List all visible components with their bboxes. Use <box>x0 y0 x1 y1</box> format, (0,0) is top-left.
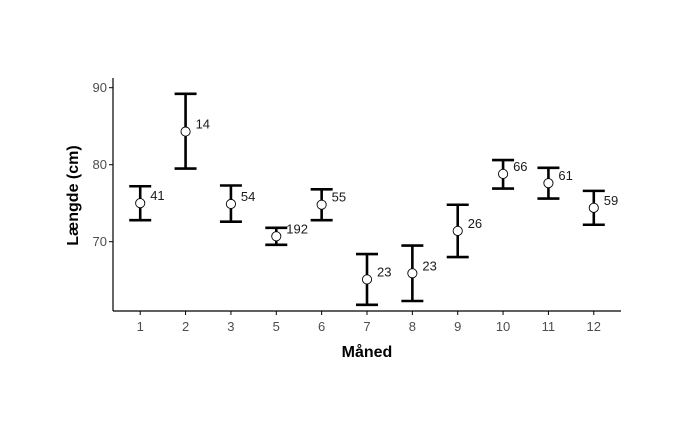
y-ticks: 70 80 90 <box>93 80 113 249</box>
x-tick-label: 8 <box>409 319 416 334</box>
mean-point <box>407 268 418 279</box>
mean-point <box>135 198 146 209</box>
sample-size-label: 23 <box>377 264 391 279</box>
mean-point <box>543 178 554 189</box>
x-tick-label: 12 <box>587 319 601 334</box>
mean-point <box>498 168 509 179</box>
error-bar-group: 54 <box>219 184 255 223</box>
sample-size-label: 192 <box>286 221 308 236</box>
error-bar-group: 41 <box>129 184 165 222</box>
sample-size-label: 54 <box>241 189 255 204</box>
y-tick-label: 90 <box>93 80 107 95</box>
y-tick-label: 80 <box>93 157 107 172</box>
x-tick-label: 5 <box>273 319 280 334</box>
error-bar-group: 14 <box>174 92 210 170</box>
x-tick-label: 2 <box>182 319 189 334</box>
mean-point <box>180 126 191 137</box>
sample-size-label: 23 <box>422 258 436 273</box>
sample-size-label: 59 <box>604 193 618 208</box>
mean-point <box>361 274 373 285</box>
sample-size-label: 14 <box>196 117 210 132</box>
error-bar-group: 192 <box>265 221 308 247</box>
x-tick-label: 3 <box>227 319 234 334</box>
x-tick-label: 7 <box>363 319 370 334</box>
x-tick-label: 9 <box>454 319 461 334</box>
sample-size-label: 41 <box>150 188 164 203</box>
x-tick-label: 11 <box>542 319 556 334</box>
mean-point <box>225 198 236 210</box>
sample-size-label: 66 <box>513 159 527 174</box>
sample-size-label: 26 <box>468 216 482 231</box>
x-tick-label: 6 <box>318 319 325 334</box>
error-bar-group: 23 <box>356 252 391 307</box>
error-bar-group: 55 <box>310 188 346 222</box>
mean-point <box>271 231 282 242</box>
plot-area: 41 14 54 192 55 23 23 26 66 61 59 <box>129 92 618 307</box>
error-bar-group: 61 <box>537 166 573 200</box>
mean-point <box>316 199 327 210</box>
x-tick-label: 10 <box>496 319 510 334</box>
sample-size-label: 55 <box>332 190 346 205</box>
sample-size-label: 61 <box>558 168 572 183</box>
error-bar-group: 59 <box>582 189 618 227</box>
x-tick-label: 1 <box>137 319 144 334</box>
error-bar-group: 26 <box>446 203 482 259</box>
y-tick-label: 70 <box>93 234 107 249</box>
error-bar-group: 23 <box>401 244 437 303</box>
x-axis-title: Måned <box>342 343 393 361</box>
y-axis-title: Længde (cm) <box>65 145 82 245</box>
mean-point <box>452 225 463 236</box>
mean-point <box>588 202 599 213</box>
x-ticks: 1 2 3 5 6 7 8 9 10 11 12 <box>137 311 601 334</box>
error-bar-group: 66 <box>492 158 528 190</box>
